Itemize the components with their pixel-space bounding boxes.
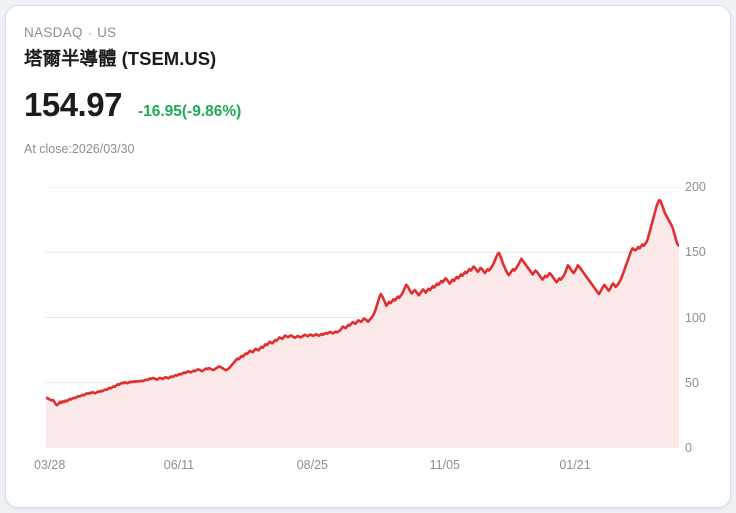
chart-plot-area[interactable] <box>46 187 679 448</box>
x-tick-label-01-21: 01/21 <box>559 458 591 472</box>
x-tick-label-03-28: 03/28 <box>34 458 66 472</box>
quote-header: NASDAQ · US 塔爾半導體 (TSEM.US) 154.97 -16.95(… <box>24 24 241 158</box>
y-tick-label-150: 150 <box>685 245 706 260</box>
chart-line <box>46 198 679 407</box>
x-tick-label-11-05: 11/05 <box>429 458 460 472</box>
price-chart[interactable]: 200 150 100 50 0 03/28 06/11 08/25 11/05 01/21 <box>6 166 730 496</box>
market-status-note: At close:2026/03/30 <box>24 142 135 156</box>
x-tick-label-06-11: 06/11 <box>163 458 195 472</box>
price-row: 154.97 -16.95(-9.86%) <box>24 86 241 124</box>
y-tick-label-100: 100 <box>685 310 706 325</box>
y-tick-label-50: 50 <box>685 375 699 390</box>
chart-area-fill <box>46 200 679 448</box>
x-tick-label-08-25: 08/25 <box>296 458 328 472</box>
company-name: 塔爾半導體 (TSEM.US) <box>24 48 217 69</box>
stock-quote-card: NASDAQ · US 塔爾半導體 (TSEM.US) 154.97 -16.95(… <box>6 6 730 507</box>
y-tick-label-200: 200 <box>685 180 706 194</box>
exchange-name: NASDAQ <box>24 25 83 40</box>
y-tick-label-0: 0 <box>685 441 692 455</box>
chart-svg <box>46 187 679 448</box>
region-label: US <box>97 25 117 40</box>
exchange-row: NASDAQ · US <box>24 24 241 42</box>
current-price: 154.97 <box>24 86 122 123</box>
exchange-separator: · <box>87 26 93 40</box>
price-change: -16.95(-9.86%) <box>137 103 242 120</box>
